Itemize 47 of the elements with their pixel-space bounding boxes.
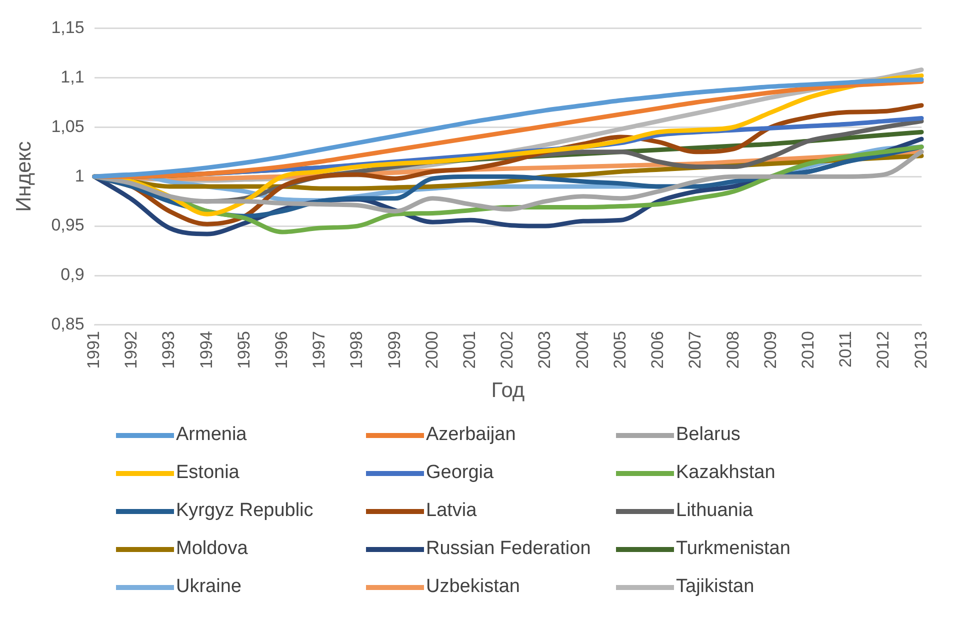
legend-label: Tajikistan — [676, 576, 754, 598]
legend-label: Moldova — [176, 538, 248, 560]
legend-label: Turkmenistan — [676, 538, 790, 560]
x-tick-label: 2004 — [572, 330, 592, 369]
legend-label: Belarus — [676, 424, 740, 446]
x-tick-label: 1992 — [122, 330, 141, 369]
y-tick-label: 0,95 — [51, 216, 84, 235]
y-tick-label: 1,15 — [51, 18, 84, 37]
legend-label: Russian Federation — [426, 538, 591, 560]
y-tick-label: 0,85 — [51, 314, 84, 334]
x-tick-label: 1996 — [272, 330, 291, 369]
x-tick-label: 2007 — [686, 330, 705, 369]
legend-label: Kazakhstan — [676, 462, 776, 484]
legend-label: Armenia — [176, 424, 247, 446]
x-tick-label: 2003 — [535, 330, 554, 369]
legend-label: Georgia — [426, 462, 494, 484]
y-axis-title: Индекс — [12, 141, 36, 212]
x-tick-label: 1991 — [84, 330, 103, 369]
y-tick-label: 0,9 — [60, 265, 84, 284]
y-tick-label: 1 — [74, 166, 84, 186]
x-tick-label: 1998 — [347, 330, 366, 369]
x-tick-label: 2002 — [498, 330, 517, 369]
x-tick-label: 2013 — [911, 330, 930, 369]
x-axis-title: Год — [491, 379, 525, 402]
legend-label: Kyrgyz Republic — [176, 500, 314, 522]
x-tick-label: 2005 — [610, 330, 630, 369]
legend-label: Azerbaijan — [426, 424, 516, 446]
y-tick-label: 1,05 — [51, 116, 84, 136]
x-tick-label: 1997 — [310, 330, 329, 369]
legend-label: Latvia — [426, 500, 477, 522]
x-tick-label: 2006 — [648, 330, 668, 369]
x-tick-label: 2010 — [798, 330, 818, 369]
x-tick-label: 2012 — [874, 330, 893, 369]
x-tick-label: 2011 — [836, 330, 856, 368]
x-tick-label: 2009 — [760, 330, 780, 369]
legend-label: Uzbekistan — [426, 576, 520, 598]
x-tick-label: 1993 — [159, 330, 178, 369]
x-tick-label: 2008 — [723, 330, 742, 369]
x-tick-label: 1994 — [196, 330, 216, 369]
x-tick-label: 2000 — [422, 330, 442, 369]
legend-label: Ukraine — [176, 576, 242, 598]
legend-label: Lithuania — [676, 500, 754, 522]
y-tick-label: 1,1 — [60, 67, 84, 86]
x-tick-label: 1999 — [384, 330, 404, 369]
x-tick-label: 2001 — [460, 330, 480, 369]
x-tick-label: 1995 — [234, 330, 254, 369]
legend-label: Estonia — [176, 462, 240, 484]
